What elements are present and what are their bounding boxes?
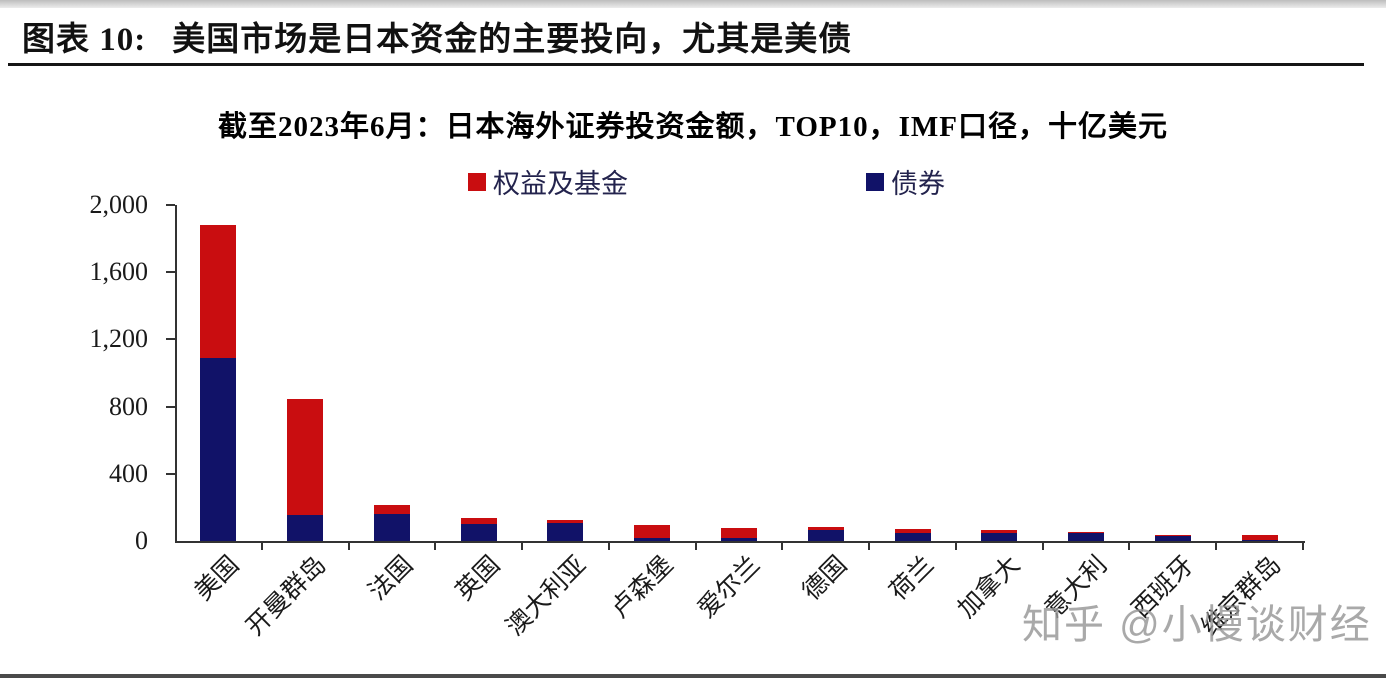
chart-title: 截至2023年6月：日本海外证券投资金额，TOP10，IMF口径，十亿美元 xyxy=(218,111,1168,143)
watermark: 知乎 @小慢谈财经 xyxy=(1022,603,1372,647)
bar-segment-equity xyxy=(1154,534,1191,536)
x-axis-tick xyxy=(607,541,610,550)
bar-segment-equity xyxy=(547,520,584,524)
x-axis-tick xyxy=(781,541,784,550)
bar-segment-bond xyxy=(547,523,584,541)
x-axis-label: 卢森堡 xyxy=(606,551,679,624)
legend-swatch-equity-icon xyxy=(468,172,486,191)
x-axis-tick xyxy=(694,541,697,550)
legend-swatch-bond-icon xyxy=(866,172,884,191)
x-axis-tick xyxy=(260,541,263,550)
x-axis-label: 美国 xyxy=(190,551,245,606)
y-axis-label: 0 xyxy=(135,526,148,555)
bar-segment-equity xyxy=(373,504,410,515)
figure-number: 图表 10: xyxy=(22,22,147,58)
x-axis-tick xyxy=(868,541,871,550)
bar-segment-equity xyxy=(1068,531,1105,533)
bar-segment-equity xyxy=(287,399,324,515)
bar-segment-bond xyxy=(1241,540,1278,541)
x-axis-label: 法国 xyxy=(363,551,419,606)
x-axis-line xyxy=(175,541,1305,543)
x-axis-label: 英国 xyxy=(450,551,506,606)
bar-segment-bond xyxy=(373,514,410,541)
bar-segment-bond xyxy=(807,530,844,541)
y-axis-label: 2,000 xyxy=(89,190,149,219)
legend-item-equity: 权益及基金 xyxy=(468,162,628,201)
bar-segment-bond xyxy=(981,533,1018,541)
bar-segment-bond xyxy=(894,532,931,541)
bar-segment-bond xyxy=(200,357,237,541)
bar-segment-bond xyxy=(1154,535,1191,541)
y-axis-tick xyxy=(166,405,175,408)
legend-label-equity: 权益及基金 xyxy=(493,169,628,199)
x-axis-tick xyxy=(347,541,350,550)
bar-segment-equity xyxy=(721,527,757,539)
bar-segment-equity xyxy=(200,225,237,358)
y-axis-label: 400 xyxy=(109,458,148,488)
bar-segment-equity xyxy=(807,526,844,531)
y-axis-label: 1,600 xyxy=(89,257,149,287)
x-axis-label: 德国 xyxy=(797,551,853,606)
x-axis-label: 荷兰 xyxy=(884,551,939,606)
x-axis-tick xyxy=(1302,541,1304,550)
y-axis-tick xyxy=(166,338,175,341)
bar-segment-equity xyxy=(460,518,497,525)
bar-segment-bond xyxy=(634,538,671,541)
bar-segment-bond xyxy=(460,524,497,541)
bar-segment-bond xyxy=(1068,532,1105,541)
legend-item-bond: 债券 xyxy=(866,162,945,201)
y-axis-tick xyxy=(166,472,175,475)
x-axis-label: 爱尔兰 xyxy=(693,551,766,624)
bar-segment-bond xyxy=(287,514,324,541)
x-axis-label: 加拿大 xyxy=(953,551,1026,624)
x-axis-tick xyxy=(521,541,524,550)
y-axis-tick xyxy=(166,204,175,206)
bar-segment-equity xyxy=(1241,535,1278,541)
figure-header: 图表 10: 美国市场是日本资金的主要投向，尤其是美债 xyxy=(22,12,1362,60)
bar-segment-equity xyxy=(634,525,671,539)
bar-segment-equity xyxy=(981,530,1018,534)
y-axis-label: 1,200 xyxy=(89,324,149,354)
y-axis-label: 800 xyxy=(109,391,148,421)
top-edge-strip xyxy=(0,0,1386,8)
bar-segment-bond xyxy=(721,538,757,541)
x-axis-tick xyxy=(434,541,437,550)
x-axis-label: 澳大利亚 xyxy=(502,551,592,642)
x-axis-label: 开曼群岛 xyxy=(241,551,332,642)
y-axis-line xyxy=(175,205,177,541)
bottom-edge-strip xyxy=(0,674,1386,678)
y-axis-tick xyxy=(166,271,175,274)
x-axis-tick xyxy=(1215,541,1218,550)
x-axis-tick xyxy=(954,541,957,550)
legend-label-bond: 债券 xyxy=(891,169,945,199)
header-underline xyxy=(8,63,1364,66)
bar-segment-equity xyxy=(894,528,931,533)
figure-title: 美国市场是日本资金的主要投向，尤其是美债 xyxy=(172,22,853,58)
x-axis-tick xyxy=(1128,541,1131,550)
x-axis-tick xyxy=(1041,541,1044,550)
